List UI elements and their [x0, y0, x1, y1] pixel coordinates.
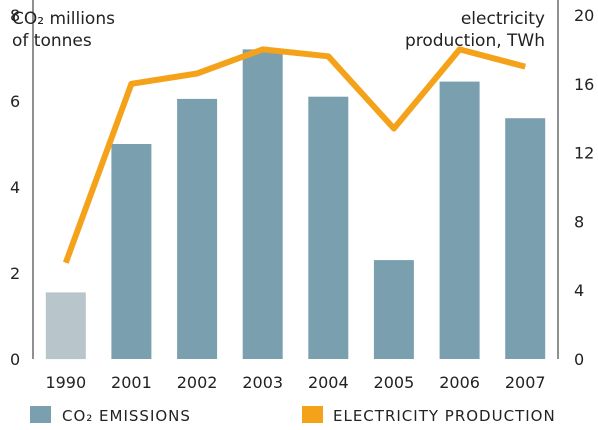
point-2004 [327, 55, 329, 57]
bar-series [45, 49, 546, 360]
legend-swatch-electricity-production [302, 406, 323, 423]
legend-swatch-co2-emissions [30, 406, 51, 423]
right-tick-label: 8 [574, 212, 584, 231]
x-tick-label: 1990 [45, 373, 86, 392]
legend-label-electricity-production: ELECTRICITY PRODUCTION [333, 407, 556, 425]
point-2001 [130, 83, 132, 85]
x-tick-label: 2006 [439, 373, 480, 392]
x-tick-label: 2001 [111, 373, 152, 392]
point-2003 [262, 48, 264, 50]
line-electricity-production [62, 46, 526, 264]
bar-2005 [373, 260, 414, 359]
point-1990 [65, 262, 67, 264]
left-axis-title-line2: of tonnes [12, 31, 92, 51]
right-tick-label: 20 [574, 6, 594, 25]
axes: 0 2 4 6 8 0 4 8 12 16 20 1990 2001 2002 2003 2004 2005 20… [10, 0, 594, 392]
bar-2001 [111, 144, 152, 359]
left-tick-label: 2 [10, 264, 20, 283]
bar-2006 [439, 81, 480, 359]
left-axis-title-line1: CO₂ millions [12, 9, 115, 29]
point-2007 [524, 66, 526, 68]
legend: CO₂ EMISSIONS ELECTRICITY PRODUCTION [30, 406, 556, 425]
right-tick-label: 4 [574, 281, 584, 300]
bar-2002 [177, 98, 218, 360]
bar-2003 [242, 49, 283, 360]
line-series [62, 46, 526, 264]
left-tick-label: 8 [10, 6, 20, 25]
legend-label-co2-emissions: CO₂ EMISSIONS [62, 407, 191, 425]
bar-1990 [45, 292, 86, 360]
x-tick-label: 2004 [308, 373, 349, 392]
x-tick-label: 2007 [505, 373, 546, 392]
left-tick-label: 6 [10, 92, 20, 111]
point-2006 [459, 48, 461, 50]
right-axis-title-line2: production, TWh [405, 31, 545, 51]
point-2002 [196, 73, 198, 74]
right-axis-title-line1: electricity [461, 9, 545, 29]
x-tick-label: 2002 [177, 373, 218, 392]
point-2005 [393, 128, 395, 129]
right-tick-label: 16 [574, 75, 594, 94]
right-tick-label: 12 [574, 144, 594, 163]
left-tick-label: 0 [10, 350, 20, 369]
x-tick-label: 2005 [374, 373, 415, 392]
bar-2007 [505, 118, 546, 359]
x-tick-label: 2003 [242, 373, 283, 392]
right-tick-label: 0 [574, 350, 584, 369]
bar-2004 [308, 96, 349, 359]
left-tick-label: 4 [10, 178, 20, 197]
